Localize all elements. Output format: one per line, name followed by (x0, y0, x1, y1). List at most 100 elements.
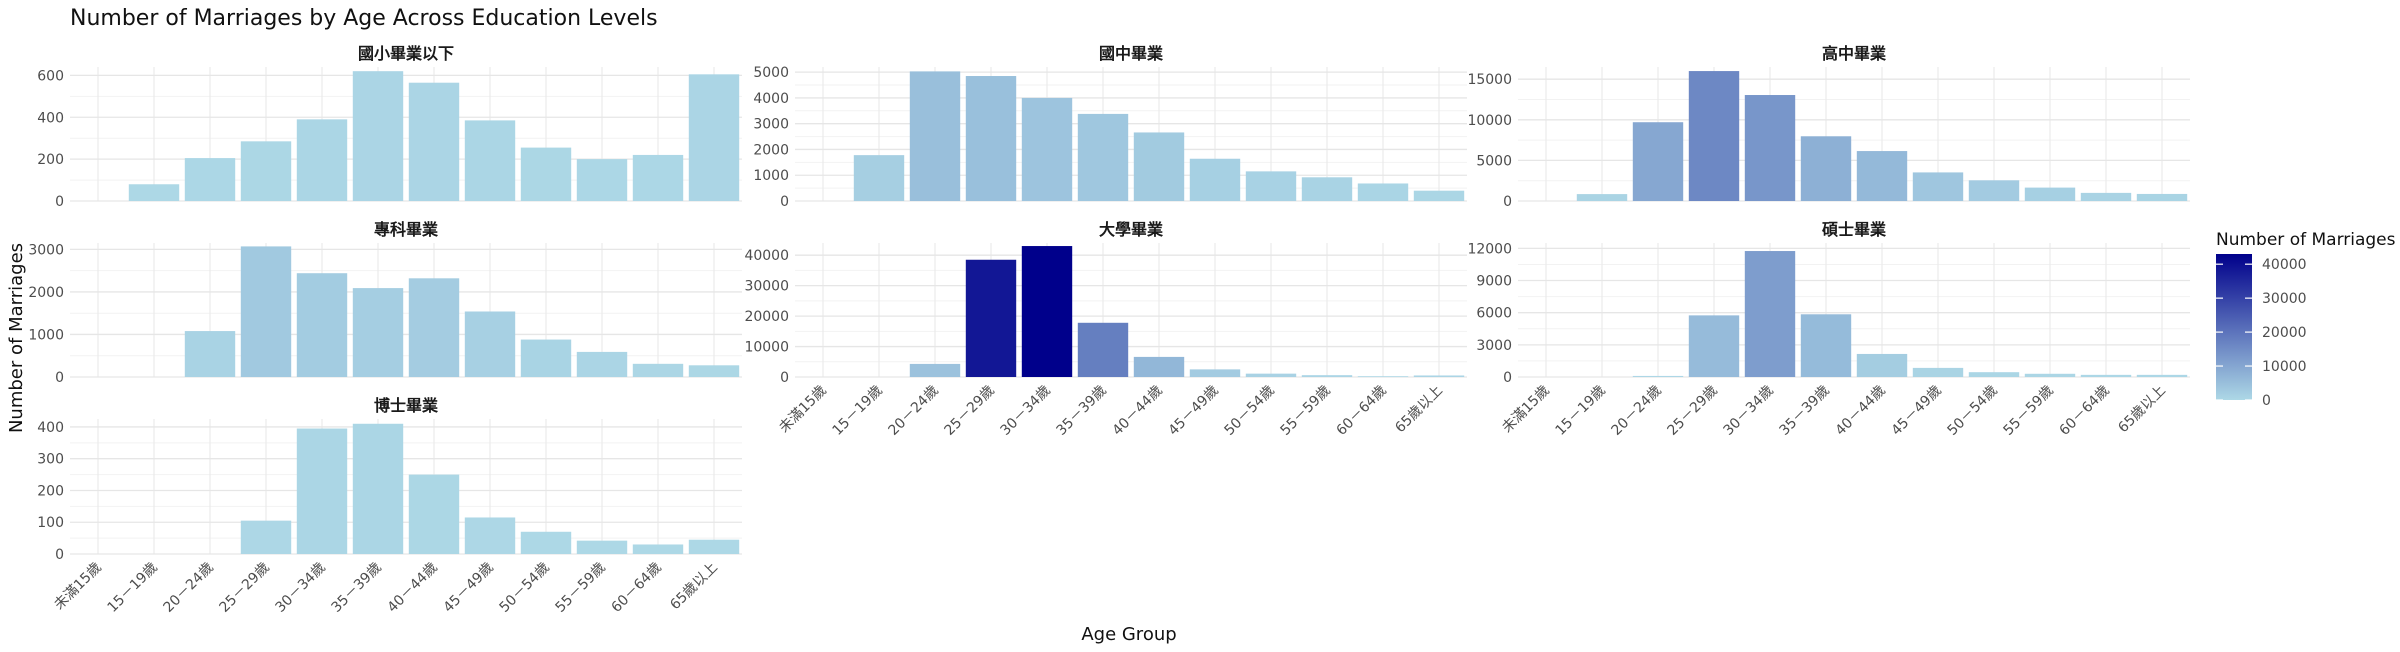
bar (1968, 180, 2020, 201)
x-tick-label: 65歲以上 (1392, 383, 1446, 437)
x-tick-label: 20－24歲 (886, 383, 942, 439)
bar (909, 71, 961, 201)
facet-label: 碩士畢業 (1822, 220, 1887, 239)
bar (2024, 373, 2076, 377)
bar (1301, 375, 1353, 377)
legend-title: Number of Marriages (2216, 230, 2396, 250)
y-tick-label: 5000 (1476, 153, 1512, 169)
bar (1133, 356, 1185, 377)
bar (184, 331, 236, 377)
bar (2080, 374, 2132, 377)
y-tick-label: 0 (780, 370, 789, 386)
y-tick-label: 2000 (28, 285, 64, 301)
bar (296, 119, 348, 201)
y-tick-label: 400 (37, 110, 64, 126)
x-tick-label: 40－44歲 (1833, 383, 1889, 439)
y-axis-label: Number of Marriages (6, 243, 27, 433)
y-tick-label: 100 (37, 515, 64, 531)
legend-tick-label: 10000 (2262, 359, 2307, 375)
bar (576, 159, 628, 201)
bar (576, 540, 628, 554)
bar (2024, 187, 2076, 201)
legend-ticks: 0 10000 20000 30000 40000 (2216, 257, 2307, 409)
x-tick-label: 30－34歲 (1721, 383, 1777, 439)
bar (1632, 375, 1684, 377)
y-tick-label: 40000 (744, 248, 789, 264)
y-tick-label: 3000 (1476, 338, 1512, 354)
x-tick-label: 未滿15歲 (776, 383, 830, 437)
bar (688, 365, 740, 377)
facet-panel: 國中畢業 0 1000 2000 3000 4000 5000 (753, 44, 1467, 210)
facet-label: 國小畢業以下 (358, 44, 454, 63)
y-tick-label: 9000 (1476, 274, 1512, 290)
bar (1245, 171, 1297, 201)
bar (1800, 136, 1852, 201)
y-tick-label: 1000 (753, 168, 789, 184)
x-tick-label: 25－29歲 (1665, 383, 1721, 439)
x-tick-label: 未滿15歲 (51, 560, 105, 614)
x-tick-label: 65歲以上 (667, 560, 721, 614)
bar (2136, 193, 2188, 201)
bar (1301, 177, 1353, 201)
bar (1077, 113, 1129, 201)
x-tick-label: 15－19歲 (105, 560, 161, 616)
y-tick-label: 12000 (1467, 241, 1512, 257)
y-tick-label: 20000 (744, 309, 789, 325)
x-tick-label: 50－54歲 (1222, 383, 1278, 439)
x-tick-label: 55－59歲 (1278, 383, 1334, 439)
bar (1413, 375, 1465, 377)
y-tick-label: 0 (55, 194, 64, 210)
bar (352, 288, 404, 377)
x-tick-label: 35－39歲 (329, 560, 385, 616)
bar (408, 278, 460, 377)
x-tick-label: 60－64歲 (2057, 383, 2113, 439)
y-tick-label: 6000 (1476, 306, 1512, 322)
bar (296, 273, 348, 377)
y-tick-label: 200 (37, 483, 64, 499)
bar (240, 141, 292, 201)
y-tick-label: 0 (780, 194, 789, 210)
y-tick-label: 1000 (28, 327, 64, 343)
bar (1077, 322, 1129, 377)
facet-panel: 碩士畢業 0 3000 6000 9000 12000 未滿15歲 15－19歲 20－24歲 2… (1467, 220, 2190, 439)
bar (240, 520, 292, 554)
bar (576, 351, 628, 377)
y-tick-label: 400 (37, 420, 64, 436)
bar (2080, 192, 2132, 201)
bar (352, 423, 404, 554)
y-tick-label: 300 (37, 452, 64, 468)
bar (1357, 376, 1409, 378)
bar (632, 544, 684, 554)
x-tick-label: 35－39歲 (1777, 383, 1833, 439)
y-tick-label: 3000 (753, 117, 789, 133)
x-tick-label: 60－64歲 (1334, 383, 1390, 439)
bar (296, 428, 348, 554)
bar (688, 539, 740, 554)
y-tick-label: 4000 (753, 91, 789, 107)
bar (520, 339, 572, 377)
bar (688, 74, 740, 201)
bar (1189, 158, 1241, 201)
x-tick-label: 20－24歲 (1609, 383, 1665, 439)
x-tick-label: 55－59歲 (2001, 383, 2057, 439)
legend-tick-label: 20000 (2262, 325, 2307, 341)
x-tick-label: 25－29歲 (217, 560, 273, 616)
legend-tick-label: 30000 (2262, 291, 2307, 307)
bar (909, 363, 961, 377)
x-tick-label: 65歲以上 (2115, 383, 2169, 437)
y-tick-label: 2000 (753, 142, 789, 158)
x-tick-label: 40－44歲 (385, 560, 441, 616)
y-tick-label: 0 (1503, 370, 1512, 386)
facet-panel: 專科畢業 0 1000 2000 3000 (28, 220, 742, 386)
bar (240, 246, 292, 377)
facet-panel: 國小畢業以下 0 200 400 600 (37, 44, 742, 210)
bar (632, 154, 684, 201)
bar (352, 71, 404, 201)
bar (1856, 151, 1908, 201)
y-tick-label: 0 (55, 370, 64, 386)
facet-panel: 高中畢業 0 5000 10000 15000 (1467, 44, 2190, 210)
bar (965, 259, 1017, 377)
bar (1245, 373, 1297, 377)
y-tick-label: 200 (37, 152, 64, 168)
